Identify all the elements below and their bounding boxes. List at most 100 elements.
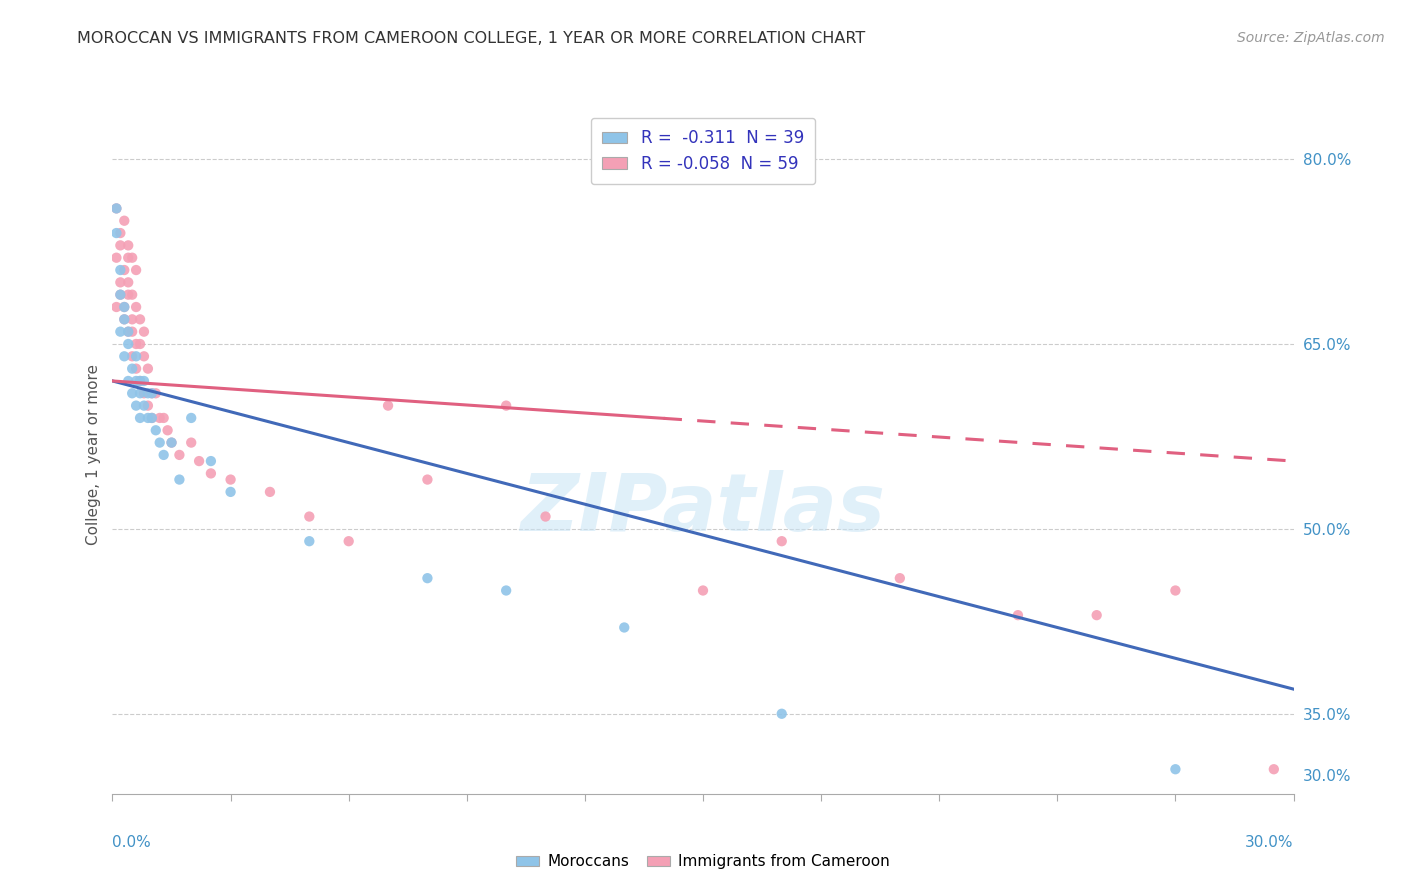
Point <box>125 349 148 363</box>
Point <box>121 251 143 265</box>
Point <box>180 411 202 425</box>
Text: 0.0%: 0.0% <box>112 835 152 849</box>
Legend: Moroccans, Immigrants from Cameroon: Moroccans, Immigrants from Cameroon <box>510 848 896 875</box>
Point <box>129 337 152 351</box>
Point <box>1085 608 1108 623</box>
Point <box>117 337 139 351</box>
Point <box>141 386 163 401</box>
Point <box>136 411 159 425</box>
Point <box>160 435 183 450</box>
Point <box>121 325 143 339</box>
Point <box>125 263 148 277</box>
Point <box>110 276 132 290</box>
Point <box>188 454 211 468</box>
Text: Source: ZipAtlas.com: Source: ZipAtlas.com <box>1237 31 1385 45</box>
Point <box>132 325 155 339</box>
Y-axis label: College, 1 year or more: College, 1 year or more <box>86 365 101 545</box>
Point <box>125 374 148 388</box>
Point <box>110 287 132 301</box>
Point <box>169 448 191 462</box>
Point <box>117 325 139 339</box>
Point <box>110 263 132 277</box>
Point <box>105 251 128 265</box>
Point <box>169 473 191 487</box>
Point <box>219 484 242 499</box>
Point <box>889 571 911 585</box>
Point <box>125 361 148 376</box>
Point <box>129 374 152 388</box>
Point <box>132 386 155 401</box>
Point <box>132 349 155 363</box>
Point <box>156 423 179 437</box>
Point <box>125 399 148 413</box>
Point <box>180 435 202 450</box>
Point <box>121 386 143 401</box>
Point <box>613 620 636 634</box>
Point <box>121 361 143 376</box>
Point <box>121 312 143 326</box>
Point <box>110 325 132 339</box>
Point <box>219 473 242 487</box>
Point <box>416 473 439 487</box>
Text: MOROCCAN VS IMMIGRANTS FROM CAMEROON COLLEGE, 1 YEAR OR MORE CORRELATION CHART: MOROCCAN VS IMMIGRANTS FROM CAMEROON COL… <box>77 31 866 46</box>
Point <box>125 337 148 351</box>
Point <box>152 411 174 425</box>
Point <box>1263 762 1285 776</box>
Point <box>117 325 139 339</box>
Point <box>112 263 135 277</box>
Point <box>129 411 152 425</box>
Point <box>136 361 159 376</box>
Point <box>105 202 128 216</box>
Point <box>200 467 222 481</box>
Point <box>105 226 128 240</box>
Point <box>129 312 152 326</box>
Point <box>129 374 152 388</box>
Point <box>105 202 128 216</box>
Point <box>136 386 159 401</box>
Point <box>416 571 439 585</box>
Point <box>770 534 793 549</box>
Point <box>337 534 360 549</box>
Point <box>117 238 139 252</box>
Point <box>770 706 793 721</box>
Point <box>112 312 135 326</box>
Point <box>298 509 321 524</box>
Point <box>129 386 152 401</box>
Point <box>117 276 139 290</box>
Point <box>145 386 167 401</box>
Point <box>121 287 143 301</box>
Point <box>110 226 132 240</box>
Point <box>377 399 399 413</box>
Point <box>132 374 155 388</box>
Point <box>117 287 139 301</box>
Point <box>121 349 143 363</box>
Point <box>112 300 135 314</box>
Point <box>259 484 281 499</box>
Point <box>200 454 222 468</box>
Point <box>298 534 321 549</box>
Point <box>112 300 135 314</box>
Legend: R =  -0.311  N = 39, R = -0.058  N = 59: R = -0.311 N = 39, R = -0.058 N = 59 <box>591 118 815 185</box>
Point <box>132 399 155 413</box>
Point <box>136 399 159 413</box>
Point <box>110 287 132 301</box>
Text: ZIPatlas: ZIPatlas <box>520 470 886 549</box>
Point <box>160 435 183 450</box>
Point <box>495 399 517 413</box>
Point <box>692 583 714 598</box>
Point <box>141 411 163 425</box>
Point <box>112 349 135 363</box>
Point <box>112 312 135 326</box>
Text: 30.0%: 30.0% <box>1246 835 1294 849</box>
Point <box>1007 608 1029 623</box>
Point <box>117 374 139 388</box>
Point <box>1164 583 1187 598</box>
Point <box>141 386 163 401</box>
Point <box>534 509 557 524</box>
Point <box>149 411 172 425</box>
Point <box>1164 762 1187 776</box>
Point <box>495 583 517 598</box>
Point <box>141 411 163 425</box>
Point <box>152 448 174 462</box>
Point <box>125 300 148 314</box>
